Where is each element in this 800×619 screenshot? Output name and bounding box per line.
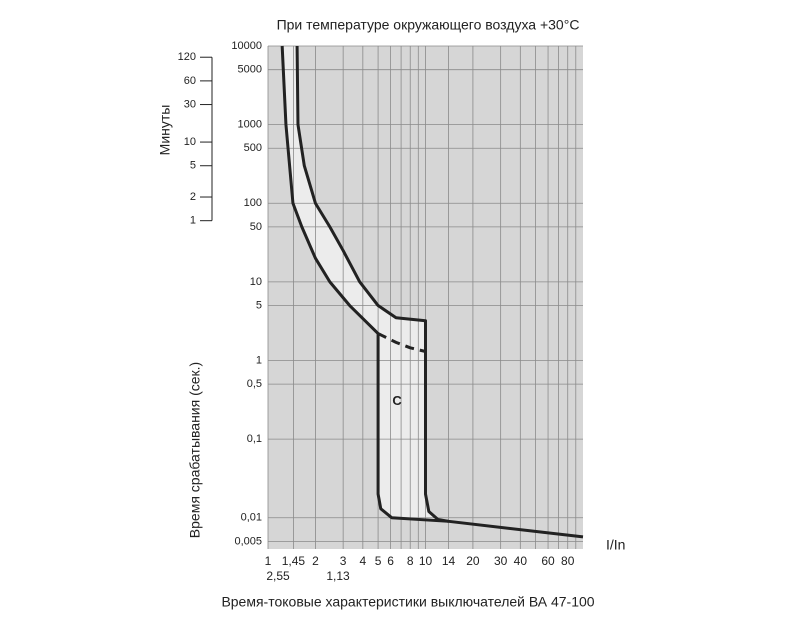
y-tick-label: 500 xyxy=(244,142,262,154)
x-tick-label: 40 xyxy=(514,554,528,568)
x-tick-label: 2 xyxy=(312,554,319,568)
x-tick-label: 30 xyxy=(494,554,508,568)
curve xyxy=(295,45,584,539)
annotation: C xyxy=(392,393,402,408)
x-tick-label: 14 xyxy=(442,554,456,568)
y2-tick-label: 60 xyxy=(184,75,196,87)
x-tick-label: 4 xyxy=(359,554,366,568)
x-tick-label: 5 xyxy=(375,554,382,568)
y2-tick-label: 120 xyxy=(178,51,196,63)
y-tick-label: 5 xyxy=(256,299,262,311)
y-tick-label: 10000 xyxy=(231,40,262,52)
y2-tick-label: 30 xyxy=(184,98,196,110)
x-tick-label: 80 xyxy=(561,554,575,568)
x-tick-label: 1 xyxy=(265,554,272,568)
y2-axis-label: Минуты xyxy=(157,105,173,156)
x-tick-label: 20 xyxy=(466,554,480,568)
caption: Время-токовые характеристики выключателе… xyxy=(221,594,594,610)
x-axis-label: I/In xyxy=(606,537,625,553)
y-axis-label: Время срабатывания (сек.) xyxy=(187,362,203,538)
y2-tick-label: 10 xyxy=(184,136,196,148)
x-tick-label: 10 xyxy=(419,554,433,568)
y2-tick-label: 1 xyxy=(190,215,196,227)
x-tick-label: 8 xyxy=(407,554,414,568)
y2-tick-label: 2 xyxy=(190,191,196,203)
y-tick-label: 0,005 xyxy=(234,535,262,547)
y-tick-label: 0,01 xyxy=(241,512,262,524)
y-tick-label: 50 xyxy=(250,221,262,233)
chart-title: При температуре окружающего воздуха +30°… xyxy=(277,17,580,33)
x-note: 1,13 xyxy=(326,569,350,583)
y-tick-label: 1000 xyxy=(238,119,262,131)
y-tick-label: 0,5 xyxy=(247,378,262,390)
y-tick-label: 1 xyxy=(256,354,262,366)
x-tick-label: 3 xyxy=(340,554,347,568)
x-tick-label: 60 xyxy=(541,554,555,568)
y-tick-label: 10 xyxy=(250,276,262,288)
curve xyxy=(280,45,449,523)
x-note: 2,55 xyxy=(266,569,290,583)
y-tick-label: 100 xyxy=(244,197,262,209)
y2-tick-label: 5 xyxy=(190,160,196,172)
y-tick-label: 0,1 xyxy=(247,433,262,445)
y-tick-label: 5000 xyxy=(238,64,262,76)
x-tick-label: 1,45 xyxy=(282,554,306,568)
x-tick-label: 6 xyxy=(387,554,394,568)
